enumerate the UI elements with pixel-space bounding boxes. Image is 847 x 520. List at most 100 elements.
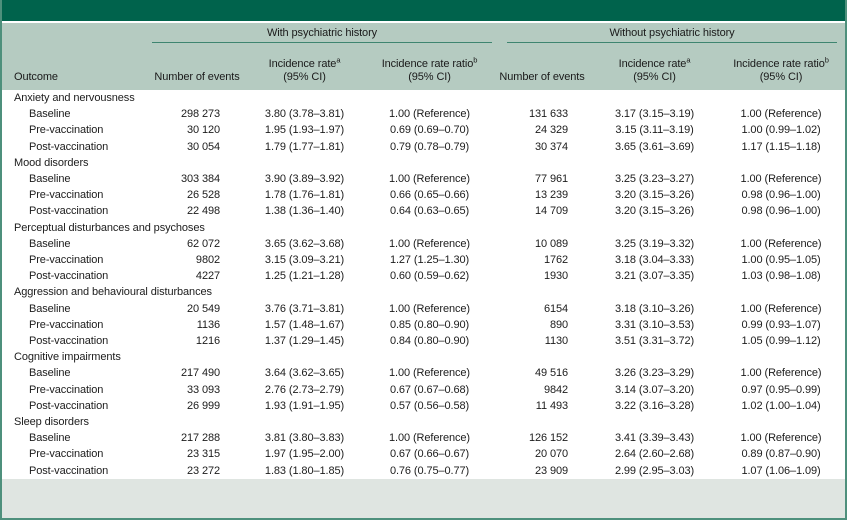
without-events-value: 9842 [543,383,569,396]
without-rate-value: 3.15 (3.11–3.19) [615,124,694,137]
table-body: Anxiety and nervousness Baseline 298 273 3.… [2,90,845,479]
with-events-value: 9802 [195,254,220,267]
without-events-value: 1130 [544,335,569,348]
with-rate-value: 1.38 (1.36–1.40) [264,205,345,218]
outcome-phase-label: Post-vaccination [29,270,109,283]
with-rate-value: 3.90 (3.89–3.92) [264,173,345,186]
without-ratio-value: 1.05 (0.99–1.12) [741,335,821,348]
col-ratio-ci-label: (95% CI) [759,71,803,83]
table-row: Pre-vaccination 33 093 2.76 (2.73–2.79) 0.6… [2,382,845,398]
with-events-value: 30 054 [186,140,220,153]
table-row: Baseline 298 273 3.80 (3.78–3.81) 1.00 (Ref… [2,106,845,122]
without-rate-value: 3.14 (3.07–3.20) [614,383,695,396]
with-events-value: 26 999 [186,399,220,412]
without-ratio-value: 1.00 (Reference) [740,173,822,186]
outcome-group-row: Sleep disorders [2,414,845,430]
without-rate-value: 3.25 (3.19–3.32) [614,237,695,250]
col-ratio-label: Incidence rate ratio [733,58,825,70]
with-rate-value: 3.65 (3.62–3.68) [264,237,345,250]
with-ratio-value: 1.00 (Reference) [389,302,470,315]
with-events-value: 26 528 [186,189,220,202]
without-rate-value: 3.18 (3.04–3.33) [614,254,695,267]
with-rate-value: 1.78 (1.76–1.81) [264,189,345,202]
without-rate-value: 3.41 (3.39–3.43) [614,432,695,445]
with-rate-value: 1.57 (1.48–1.67) [264,318,345,331]
with-rate-value: 1.93 (1.91–1.95) [264,399,345,412]
without-ratio-value: 1.00 (Reference) [740,237,822,250]
without-events-value: 890 [549,318,569,331]
without-events-value: 1930 [543,270,569,283]
without-ratio-value: 1.02 (1.00–1.04) [741,399,821,412]
with-rate-value: 2.76 (2.73–2.79) [264,383,345,396]
outcome-group-label: Anxiety and nervousness [14,92,135,104]
without-events-value: 24 329 [534,124,569,137]
without-ratio-value: 0.98 (0.96–1.00) [741,189,821,202]
without-ratio-value: 1.00 (Reference) [740,367,822,380]
outcome-phase-label: Pre-vaccination [29,383,104,396]
incidence-table: With psychiatric history Without psychia… [2,23,845,479]
spanner-without-history: Without psychiatric history [492,23,845,43]
outcome-group-label: Cognitive impairments [14,351,121,364]
table-row: Post-vaccination 26 999 1.93 (1.91–1.95) 0.… [2,398,845,414]
outcome-group-label: Aggression and behavioural disturbances [14,286,212,299]
with-rate-value: 3.80 (3.78–3.81) [264,108,345,121]
with-ratio-value: 0.79 (0.78–0.79) [389,140,470,153]
without-rate-value: 2.99 (2.95–3.03) [614,464,695,477]
with-ratio-value: 1.00 (Reference) [389,108,470,121]
with-rate-value: 3.15 (3.09–3.21) [264,254,345,267]
without-events-value: 20 070 [534,448,569,461]
col-without-rate: Incidence ratea (95% CI) [592,43,717,90]
with-rate-value: 1.97 (1.95–2.00) [264,448,345,461]
with-ratio-value: 1.00 (Reference) [389,237,470,250]
outcome-phase-label: Pre-vaccination [29,254,104,267]
without-rate-value: 3.20 (3.15–3.26) [614,205,695,218]
table-row: Post-vaccination 1216 1.37 (1.29–1.45) 0.84… [2,333,845,349]
with-events-value: 23 272 [186,464,220,477]
with-ratio-value: 1.00 (Reference) [389,432,470,445]
spanner-without-history-label: Without psychiatric history [507,27,838,43]
col-rate-label: Incidence rate [268,58,337,70]
with-events-value: 20 549 [186,302,220,315]
without-rate-value: 3.21 (3.07–3.35) [614,270,695,283]
footnote-b-marker: b [824,55,829,65]
without-events-value: 30 374 [534,140,569,153]
outcome-group-row: Anxiety and nervousness [2,90,845,106]
col-with-ratio: Incidence rate ratiob (95% CI) [367,43,492,90]
outcome-phase-label: Baseline [29,367,71,380]
with-events-value: 33 093 [186,383,220,396]
table-top-bar [2,0,845,21]
with-events-value: 303 384 [180,173,220,186]
outcome-phase-label: Post-vaccination [29,140,109,153]
with-rate-value: 1.37 (1.29–1.45) [264,335,345,348]
table-row: Pre-vaccination 1136 1.57 (1.48–1.67) 0.85 … [2,317,845,333]
col-without-events: Number of events [499,71,585,83]
without-ratio-value: 1.07 (1.06–1.09) [741,464,821,477]
outcome-group-label: Sleep disorders [14,416,89,429]
without-rate-value: 3.22 (3.16–3.28) [614,399,695,412]
table-row: Baseline 217 288 3.81 (3.80–3.83) 1.00 (Ref… [2,430,845,446]
table-row: Baseline 303 384 3.90 (3.89–3.92) 1.00 (Ref… [2,171,845,187]
spanner-row: With psychiatric history Without psychia… [2,23,845,43]
with-ratio-value: 1.00 (Reference) [389,367,470,380]
table-row: Post-vaccination 22 498 1.38 (1.36–1.40) 0.… [2,203,845,219]
without-events-value: 23 909 [534,464,569,477]
without-events-value: 13 239 [534,189,569,202]
col-with-rate: Incidence ratea (95% CI) [242,43,367,90]
without-rate-value: 3.65 (3.61–3.69) [614,140,695,153]
without-ratio-value: 1.00 (0.99–1.02) [741,124,821,137]
spanner-spacer [2,23,152,43]
without-events-value: 14 709 [534,205,569,218]
with-rate-value: 1.79 (1.77–1.81) [264,140,345,153]
table-row: Pre-vaccination 23 315 1.97 (1.95–2.00) 0.6… [2,446,845,462]
with-events-value: 217 490 [180,367,220,380]
with-rate-value: 3.81 (3.80–3.83) [264,432,345,445]
with-ratio-value: 1.00 (Reference) [389,173,470,186]
table-row: Baseline 217 490 3.64 (3.62–3.65) 1.00 (Ref… [2,365,845,381]
without-ratio-value: 1.00 (Reference) [740,302,822,315]
without-events-value: 49 516 [534,367,569,380]
with-rate-value: 3.76 (3.71–3.81) [264,302,345,315]
without-events-value: 10 089 [534,237,569,250]
outcome-group-row: Perceptual disturbances and psychoses [2,220,845,236]
outcome-phase-label: Pre-vaccination [29,189,104,202]
